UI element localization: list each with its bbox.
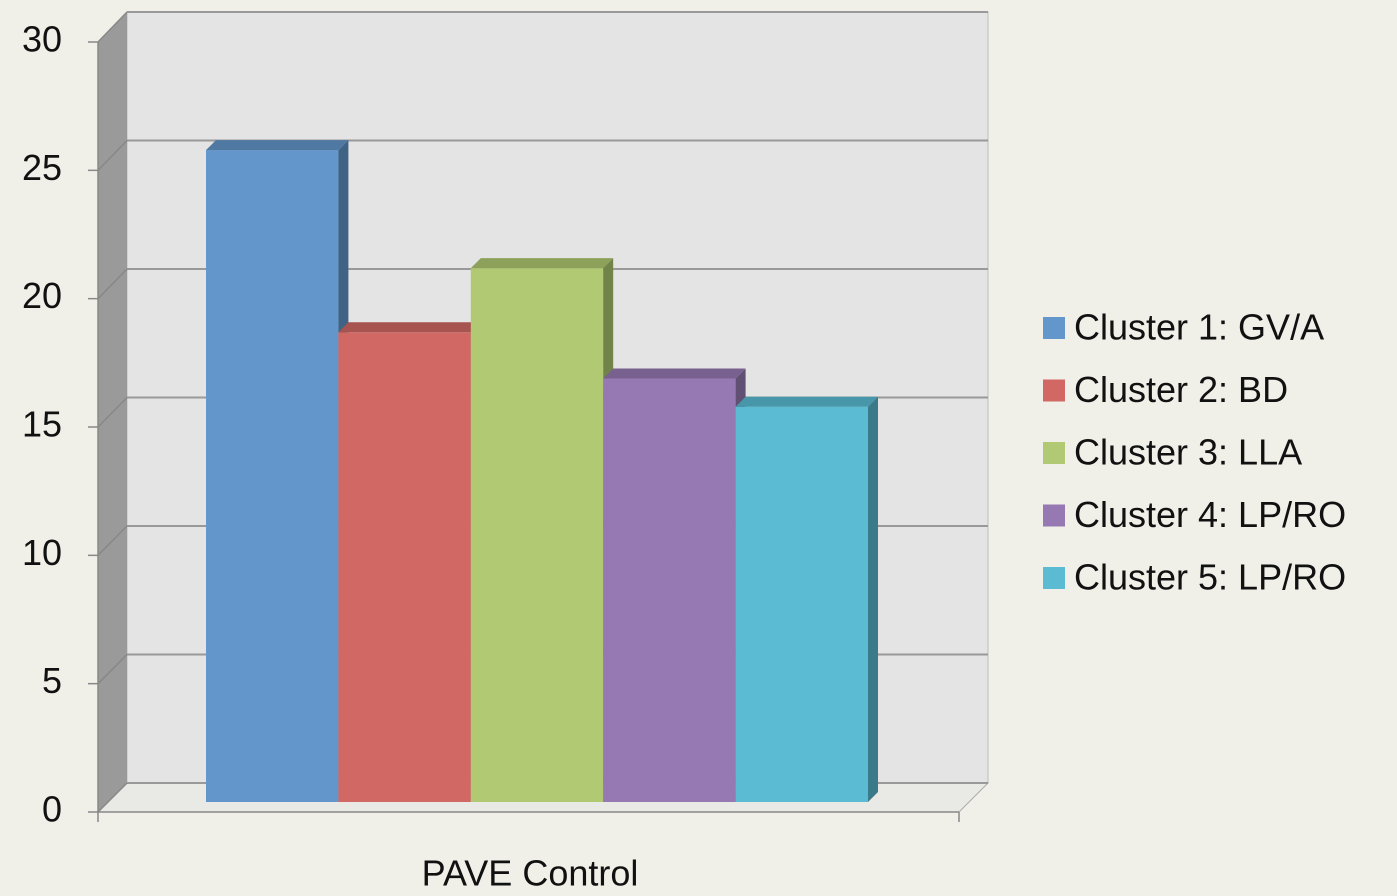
- legend-label: Cluster 3: LLA: [1074, 432, 1302, 473]
- legend-swatch: [1043, 379, 1065, 402]
- legend-swatch: [1043, 504, 1065, 527]
- x-tick-label: PAVE Control: [422, 853, 639, 894]
- legend-label: Cluster 1: GV/A: [1074, 307, 1324, 348]
- bar: [735, 406, 868, 802]
- grid-line-side: [97, 396, 128, 428]
- y-tick-label: 10: [22, 532, 62, 573]
- y-tick-label: 5: [42, 660, 62, 701]
- y-tick-label: 25: [22, 147, 62, 188]
- legend-swatch: [1043, 317, 1065, 339]
- legend-swatch: [1043, 567, 1065, 589]
- bar-side: [868, 396, 878, 802]
- bar-top: [338, 322, 481, 333]
- bar: [338, 332, 471, 802]
- y-tick-label: 0: [42, 789, 62, 830]
- bar-top: [470, 258, 614, 269]
- legend-label: Cluster 4: LP/RO: [1074, 494, 1346, 535]
- legend-label: Cluster 5: LP/RO: [1074, 557, 1346, 598]
- grid-line-side: [97, 653, 128, 685]
- y-tick-label: 20: [22, 275, 62, 316]
- grid-line-side: [97, 782, 128, 813]
- legend-label: Cluster 2: BD: [1074, 369, 1288, 410]
- bar-top: [206, 140, 349, 151]
- grid-line-side: [97, 11, 128, 43]
- bar-top: [735, 396, 878, 407]
- bar-top: [603, 368, 746, 379]
- bar: [603, 378, 736, 802]
- grid-line-side: [97, 268, 128, 300]
- bar: [470, 268, 604, 803]
- bar: [206, 150, 339, 803]
- grid-line-side: [97, 139, 128, 171]
- legend-swatch: [1043, 442, 1065, 464]
- y-tick-label: 30: [22, 19, 62, 60]
- y-tick-label: 15: [22, 404, 62, 445]
- grid-line-side: [97, 525, 128, 556]
